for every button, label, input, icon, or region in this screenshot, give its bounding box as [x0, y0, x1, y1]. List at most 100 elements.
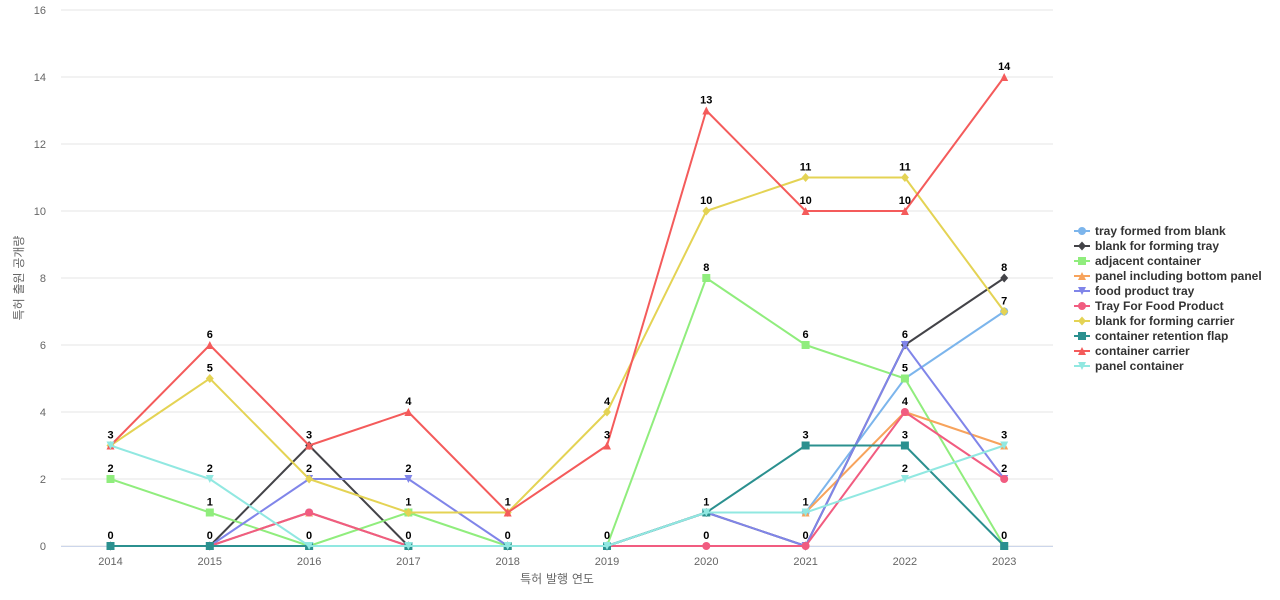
legend-item[interactable]: blank for forming carrier: [1074, 314, 1235, 328]
data-point: [603, 441, 611, 450]
data-point: [106, 475, 115, 483]
legend-item[interactable]: panel including bottom panel: [1074, 269, 1262, 283]
legend-label: container carrier: [1095, 344, 1190, 358]
data-point: [305, 474, 314, 484]
x-tick-label: 2014: [98, 556, 122, 568]
data-label: 3: [1001, 430, 1007, 442]
data-label: 8: [703, 262, 709, 274]
data-point: [702, 542, 711, 550]
data-label: 10: [899, 195, 911, 207]
data-point: [205, 341, 214, 349]
data-point: [702, 206, 711, 216]
legend-item[interactable]: container retention flap: [1074, 329, 1228, 343]
data-label: 5: [902, 363, 908, 375]
data-label: 0: [803, 530, 809, 542]
data-label: 3: [306, 430, 312, 442]
data-point: [900, 374, 909, 383]
data-label: 1: [803, 497, 809, 509]
data-point: [404, 508, 413, 517]
series-container-retention-flap[interactable]: [106, 441, 1009, 551]
data-point: [900, 475, 909, 483]
data-point: [900, 408, 909, 416]
data-label: 6: [902, 329, 908, 341]
data-label: 14: [998, 61, 1011, 73]
data-point: [801, 508, 810, 517]
data-label: 13: [700, 95, 712, 107]
y-tick-label: 8: [40, 273, 46, 285]
data-point: [106, 441, 115, 450]
data-point: [205, 374, 214, 383]
y-axis-title: 특허 출원 공개량: [12, 236, 26, 321]
x-tick-label: 2023: [992, 556, 1016, 568]
data-point: [205, 542, 214, 550]
y-tick-label: 2: [40, 474, 46, 486]
y-tick-label: 4: [40, 407, 46, 419]
data-label: 10: [700, 195, 712, 207]
legend-marker: [1078, 257, 1086, 265]
series-container-carrier[interactable]: [106, 73, 1009, 517]
data-label: 2: [1001, 463, 1007, 475]
legend-item[interactable]: Tray For Food Product: [1074, 299, 1224, 313]
legend-item[interactable]: blank for forming tray: [1074, 239, 1219, 253]
data-label: 2: [107, 463, 113, 475]
legend-marker: [1078, 241, 1086, 251]
data-label: 1: [207, 497, 213, 509]
data-point: [1000, 273, 1009, 283]
legend-item[interactable]: food product tray: [1074, 284, 1195, 298]
data-point: [404, 408, 413, 416]
data-label: 0: [604, 530, 610, 542]
legend-item[interactable]: tray formed from blank: [1074, 224, 1226, 238]
series-line[interactable]: [109, 176, 1006, 514]
data-point: [801, 173, 810, 182]
x-tick-label: 2015: [198, 556, 222, 568]
data-point: [404, 542, 413, 550]
series-panel-container[interactable]: [106, 441, 1009, 551]
data-label: 0: [505, 530, 511, 542]
legend-marker: [1078, 227, 1086, 235]
x-axis-title: 특허 발행 연도: [520, 571, 594, 586]
y-tick-label: 12: [34, 139, 46, 151]
data-point: [1000, 307, 1009, 316]
legend-marker: [1078, 362, 1086, 370]
data-label: 4: [902, 396, 909, 408]
grid: [61, 9, 1053, 547]
x-axis: 2014 2015 2016 2017 2018 2019 2020 2021 2022 2023: [98, 556, 1016, 568]
data-label: 3: [803, 430, 809, 442]
legend-marker: [1078, 287, 1086, 295]
series-line[interactable]: [110, 444, 1005, 547]
y-tick-label: 6: [40, 340, 46, 352]
series-line[interactable]: [109, 76, 1006, 514]
data-point: [900, 441, 909, 450]
data-point: [503, 542, 512, 550]
data-point: [702, 274, 711, 282]
data-point: [106, 542, 115, 550]
data-point: [702, 106, 711, 115]
legend-item[interactable]: panel container: [1074, 359, 1184, 373]
data-label: 4: [405, 396, 412, 408]
legend-marker: [1078, 332, 1086, 340]
legend-item[interactable]: adjacent container: [1074, 254, 1201, 268]
legend-label: tray formed from blank: [1095, 224, 1226, 238]
series-group: [106, 73, 1009, 551]
legend-label: blank for forming tray: [1095, 239, 1219, 253]
data-point: [503, 508, 512, 517]
data-label: 11: [800, 162, 812, 174]
legend-marker: [1078, 272, 1086, 280]
data-point: [305, 441, 314, 450]
y-tick-label: 16: [34, 5, 46, 17]
data-label: 0: [207, 530, 213, 542]
data-point: [305, 508, 314, 517]
legend-marker: [1078, 347, 1086, 355]
data-label: 1: [703, 497, 709, 509]
data-label: 1: [505, 497, 511, 509]
data-point: [404, 475, 413, 483]
data-point: [801, 441, 810, 450]
legend-label: panel including bottom panel: [1095, 269, 1262, 283]
data-point: [801, 542, 810, 550]
legend-item[interactable]: container carrier: [1074, 344, 1190, 358]
data-label: 0: [306, 530, 312, 542]
x-tick-label: 2021: [793, 556, 817, 568]
